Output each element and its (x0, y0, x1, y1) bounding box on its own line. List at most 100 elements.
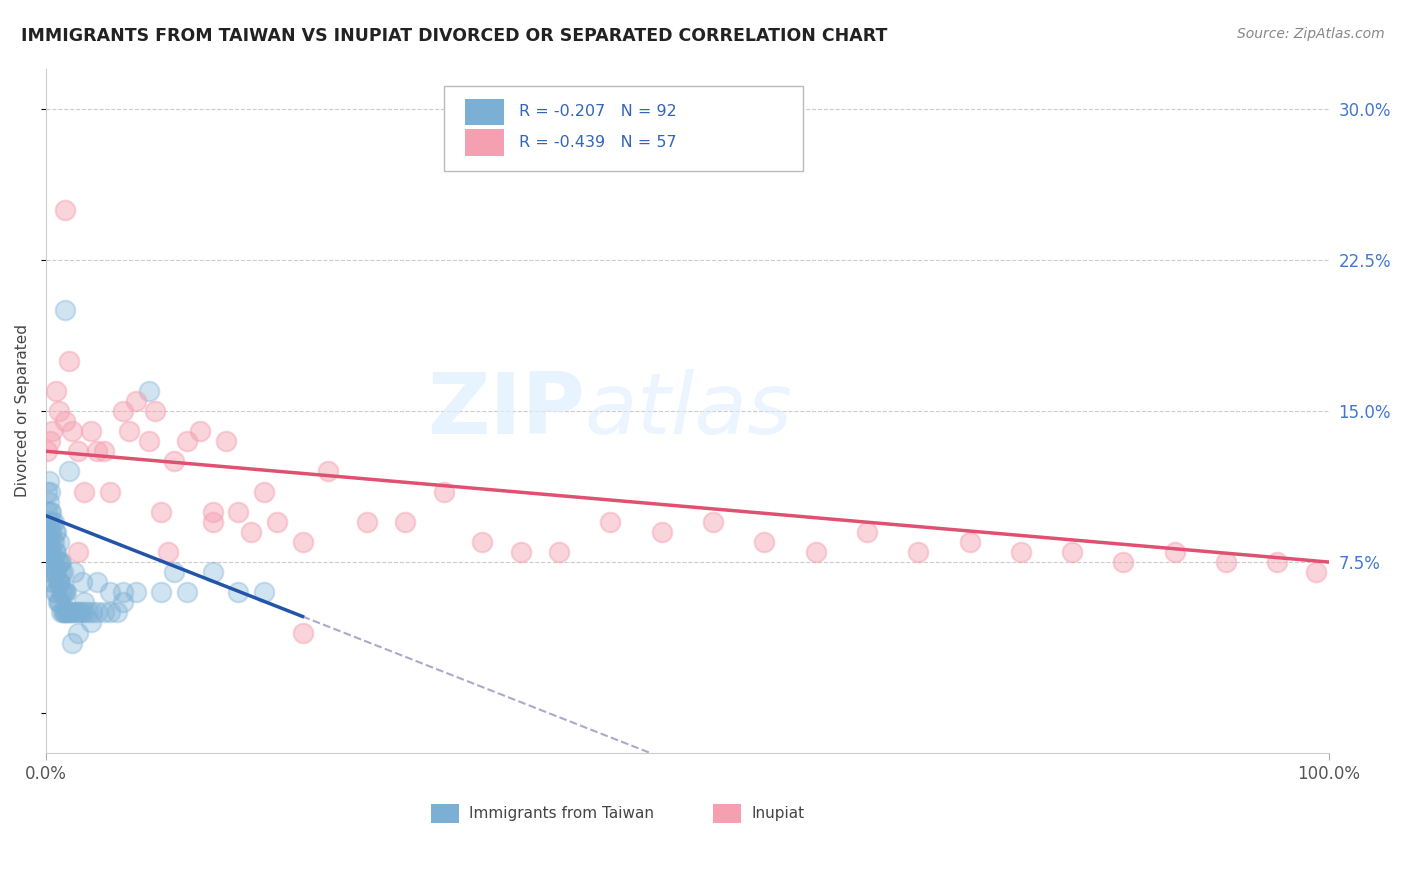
Point (52, 585, 75, 599)
Point (45, 524, 67, 539)
Point (53, 606, 76, 620)
Point (48, 555, 70, 569)
Point (73, 595, 96, 609)
Point (48, 535, 70, 549)
Point (1010, 545, 1032, 559)
Point (98, 484, 121, 499)
Point (48, 404, 70, 418)
Point (44, 565, 66, 579)
Point (60, 635, 83, 649)
Point (38, 515, 60, 529)
Text: IMMIGRANTS FROM TAIWAN VS INUPIAT DIVORCED OR SEPARATED CORRELATION CHART: IMMIGRANTS FROM TAIWAN VS INUPIAT DIVORC… (21, 27, 887, 45)
Point (98, 606, 121, 620)
Point (93, 606, 115, 620)
Point (111, 595, 134, 609)
Point (37, 524, 59, 539)
Point (52, 606, 75, 620)
Point (55, 585, 77, 599)
Point (67, 444, 90, 458)
Point (156, 545, 179, 559)
Point (38, 505, 60, 519)
Point (53, 585, 76, 599)
Point (48, 575, 70, 590)
Point (125, 585, 148, 599)
Point (41, 515, 63, 529)
Point (1305, 565, 1327, 579)
Point (70, 575, 93, 590)
Point (70, 606, 93, 620)
Point (67, 625, 90, 640)
Point (150, 505, 173, 519)
Point (42, 575, 65, 590)
Point (111, 585, 134, 599)
Point (80, 615, 103, 630)
Point (394, 515, 416, 529)
Point (39, 545, 62, 559)
Point (53, 202, 76, 217)
Point (66, 606, 89, 620)
Point (49, 575, 72, 590)
Point (176, 434, 198, 449)
Point (240, 524, 263, 539)
Point (201, 505, 224, 519)
Point (41, 424, 63, 438)
Point (52, 606, 75, 620)
Y-axis label: Divorced or Separated: Divorced or Separated (15, 325, 30, 498)
Point (38, 555, 60, 569)
Text: Source: ZipAtlas.com: Source: ZipAtlas.com (1237, 27, 1385, 41)
Point (58, 464, 80, 478)
Point (201, 565, 224, 579)
Text: Inupiat: Inupiat (751, 806, 804, 822)
Point (53, 303, 76, 318)
Point (702, 515, 724, 529)
Point (38, 565, 60, 579)
Point (253, 585, 276, 599)
Point (45, 384, 67, 398)
Point (38, 434, 60, 449)
Bar (465, 99, 503, 125)
Point (38, 484, 60, 499)
Point (41, 575, 63, 590)
Point (51, 555, 73, 569)
Point (253, 484, 276, 499)
Point (44, 585, 66, 599)
Point (856, 524, 879, 539)
Point (228, 505, 250, 519)
Point (46, 595, 69, 609)
Point (44, 524, 66, 539)
Point (37, 444, 59, 458)
Point (63, 606, 86, 620)
Text: ZIP: ZIP (427, 369, 585, 452)
Point (471, 535, 494, 549)
Point (266, 515, 288, 529)
Point (37, 484, 59, 499)
Point (1164, 545, 1187, 559)
Point (38, 475, 60, 489)
Point (1265, 555, 1288, 569)
Point (98, 585, 121, 599)
Point (77, 606, 100, 620)
Point (38, 524, 60, 539)
Point (38, 545, 60, 559)
Point (49, 555, 72, 569)
Point (58, 606, 80, 620)
Point (38, 535, 60, 549)
Point (1062, 545, 1084, 559)
Point (599, 515, 621, 529)
Point (39, 505, 62, 519)
Point (51, 565, 73, 579)
Point (60, 424, 83, 438)
Point (49, 595, 72, 609)
Point (42, 555, 65, 569)
Point (55, 606, 77, 620)
Text: Immigrants from Taiwan: Immigrants from Taiwan (470, 806, 654, 822)
Point (86, 606, 108, 620)
Point (228, 585, 250, 599)
Point (45, 585, 67, 599)
Point (73, 606, 96, 620)
Text: atlas: atlas (585, 369, 793, 452)
Point (82, 606, 104, 620)
Point (60, 606, 83, 620)
Bar (430, 804, 458, 823)
Point (105, 606, 128, 620)
